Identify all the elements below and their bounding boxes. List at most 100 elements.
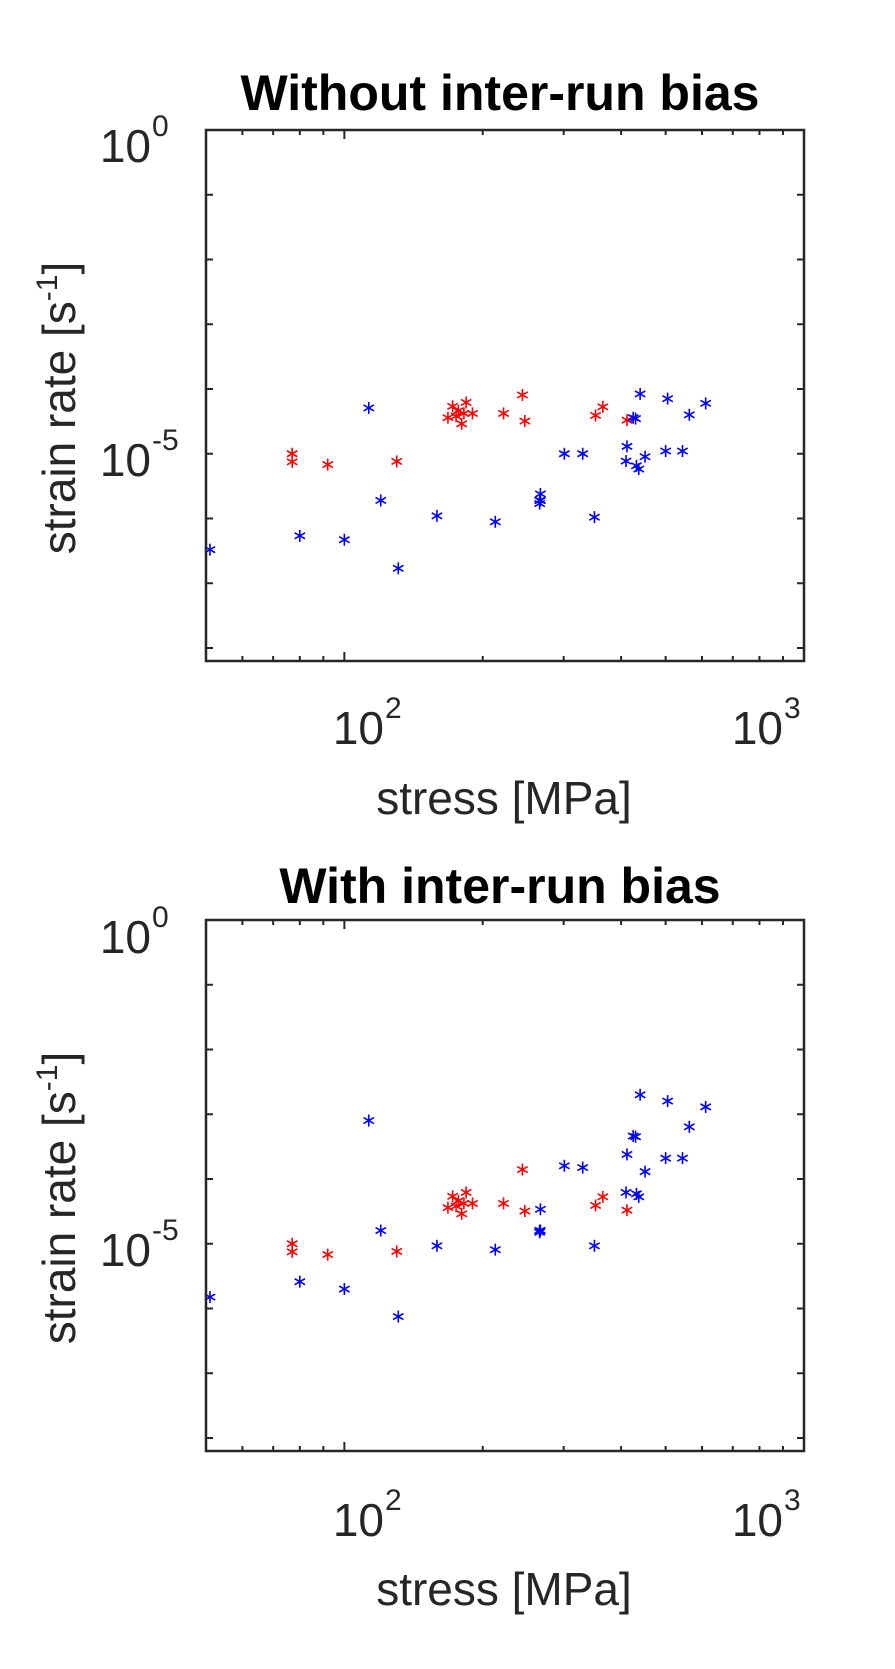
chart-2-y-tick-label-1e-5-base: 10 bbox=[100, 1224, 151, 1276]
chart-2-x-tick-label-1000-exp: 3 bbox=[784, 1484, 801, 1517]
chart-1-point-stroke bbox=[286, 450, 298, 458]
chart-1-point-stroke bbox=[489, 518, 501, 526]
chart-1-point-stroke bbox=[442, 414, 454, 422]
chart-1-x-tick-label-100: 10 2 bbox=[333, 692, 402, 754]
chart-1-x-tick-label-1000: 10 3 bbox=[732, 692, 801, 754]
chart-1-point-stroke bbox=[534, 490, 547, 498]
chart-1-point bbox=[700, 397, 712, 410]
chart-1-point-stroke bbox=[456, 420, 468, 428]
chart-2-x-tick-label-1000: 10 3 bbox=[732, 1484, 801, 1546]
chart-1-point-stroke bbox=[662, 394, 674, 403]
chart-2-axes-frame bbox=[204, 918, 806, 1453]
chart-2-point bbox=[534, 1224, 547, 1237]
chart-2-point bbox=[660, 1152, 672, 1165]
chart-2-point-stroke bbox=[662, 1097, 674, 1105]
chart-2-y-tick-label-1e-5-exp: -5 bbox=[152, 1214, 179, 1247]
chart-2-point-stroke bbox=[700, 1103, 712, 1111]
chart-1-point-stroke bbox=[458, 409, 470, 418]
chart-2-point bbox=[392, 1310, 404, 1323]
chart-2-point-stroke bbox=[577, 1163, 589, 1172]
chart-2-point-stroke bbox=[450, 1202, 462, 1210]
chart-1-point-stroke bbox=[620, 457, 632, 465]
chart-2-point bbox=[458, 1197, 470, 1210]
chart-1-point bbox=[338, 533, 350, 546]
chart-1-point-stroke bbox=[534, 496, 547, 505]
chart-2-point-stroke bbox=[497, 1199, 510, 1208]
chart-1-point bbox=[588, 511, 601, 524]
chart-2-point-stroke bbox=[447, 1192, 459, 1201]
chart-2-point-stroke bbox=[452, 1197, 464, 1205]
chart-2-point-stroke bbox=[466, 1199, 479, 1208]
chart-2-point-stroke bbox=[456, 1210, 468, 1218]
chart-1-point-stroke bbox=[286, 458, 298, 466]
chart-2-point bbox=[431, 1239, 443, 1252]
chart-1-x-tick-label-100-base: 10 bbox=[333, 702, 384, 754]
chart-2-points bbox=[204, 1088, 712, 1323]
chart-1-point bbox=[392, 562, 404, 575]
chart-2-point-stroke bbox=[338, 1285, 350, 1293]
chart-1-point-stroke bbox=[621, 442, 633, 451]
chart-1-x-axis-label: stress [MPa] bbox=[376, 772, 632, 824]
chart-2-point bbox=[676, 1152, 689, 1165]
chart-2-point-stroke bbox=[639, 1167, 651, 1176]
chart-1-point bbox=[597, 400, 609, 413]
chart-2-x-tick-label-1000-base: 10 bbox=[732, 1494, 783, 1546]
chart-1-point-stroke bbox=[633, 465, 645, 473]
chart-2-point-stroke bbox=[460, 1188, 472, 1197]
chart-2-point bbox=[519, 1205, 531, 1218]
chart-2-point bbox=[639, 1165, 651, 1178]
chart-1-point bbox=[634, 387, 646, 400]
chart-1-point bbox=[391, 455, 403, 468]
chart-2-point bbox=[597, 1190, 609, 1203]
chart-2-point bbox=[700, 1100, 712, 1113]
chart-1-y-tick-label-1e-5-base: 10 bbox=[100, 434, 151, 486]
chart-2-point-stroke bbox=[534, 1226, 547, 1235]
chart-2-x-axis-label: stress [MPa] bbox=[376, 1563, 632, 1615]
chart-2-point-stroke bbox=[322, 1250, 334, 1259]
chart-1-y-axis-label: strain rate [s-1] bbox=[31, 262, 85, 555]
chart-1-point-stroke bbox=[577, 450, 589, 458]
chart-2-point bbox=[447, 1190, 459, 1203]
chart-2-point-stroke bbox=[391, 1247, 403, 1256]
chart-1-point-stroke bbox=[447, 402, 459, 411]
chart-1-point bbox=[589, 409, 602, 422]
chart-1-point bbox=[639, 450, 651, 463]
chart-2-point-stroke bbox=[286, 1240, 298, 1248]
chart-1-point bbox=[447, 400, 459, 413]
chart-2-point bbox=[466, 1197, 479, 1210]
chart-1-point bbox=[633, 463, 645, 476]
chart-2-point bbox=[683, 1120, 695, 1133]
chart-1-point-stroke bbox=[392, 564, 404, 573]
chart-1-point-stroke bbox=[683, 411, 695, 419]
chart-1-point bbox=[620, 455, 632, 468]
chart-1-point-stroke bbox=[375, 496, 387, 505]
chart-1-point bbox=[621, 440, 633, 453]
chart-2-point-stroke bbox=[458, 1199, 470, 1208]
chart-1-point-stroke bbox=[516, 391, 529, 399]
chart-2-point bbox=[294, 1275, 306, 1288]
chart-2-point-stroke bbox=[534, 1205, 547, 1214]
chart-2-point bbox=[633, 1190, 645, 1203]
chart-1-point-stroke bbox=[294, 532, 306, 540]
chart-2-point bbox=[338, 1283, 350, 1296]
chart-2-point-stroke bbox=[589, 1201, 602, 1210]
chart-2-point-stroke bbox=[431, 1242, 443, 1250]
chart-2-x-tick-label-100: 10 2 bbox=[333, 1484, 402, 1546]
chart-1-point-stroke bbox=[588, 513, 601, 521]
chart-2-point-stroke bbox=[683, 1123, 695, 1131]
chart-2-point bbox=[456, 1207, 468, 1220]
chart-1-point-stroke bbox=[621, 416, 633, 424]
chart-1-point bbox=[375, 494, 387, 507]
chart-1-point bbox=[558, 447, 570, 460]
chart-2-point bbox=[460, 1186, 472, 1199]
chart-1-y-tick-label-1-exp: 0 bbox=[152, 110, 169, 143]
chart-2-point-stroke bbox=[294, 1277, 306, 1286]
chart-2-point bbox=[516, 1163, 529, 1176]
chart-1-point-stroke bbox=[338, 536, 350, 544]
chart-1-point-stroke bbox=[322, 460, 334, 469]
chart-1-point bbox=[431, 509, 443, 522]
chart-2-point-stroke bbox=[558, 1162, 570, 1170]
chart-2-point bbox=[558, 1159, 570, 1172]
chart-2-point bbox=[621, 1204, 633, 1217]
